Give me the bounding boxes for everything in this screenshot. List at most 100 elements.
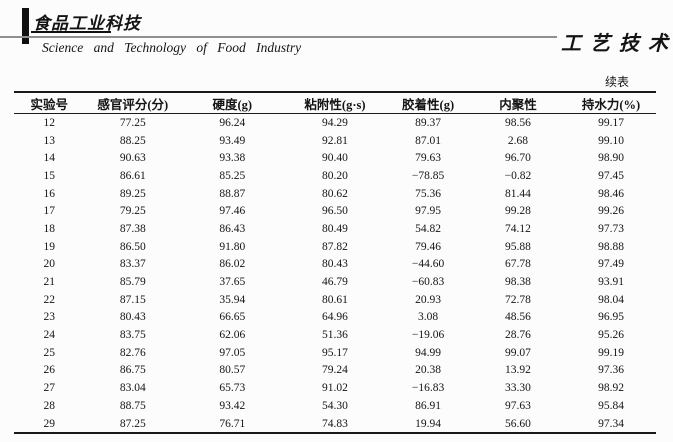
cell-adhesiveness: 74.83 xyxy=(322,417,348,430)
cell-experiment-no: 24 xyxy=(43,329,56,342)
table-row: 21 85.79 37.65 46.79 −60.83 98.38 93.91 xyxy=(14,273,656,291)
cell-adhesiveness: 80.62 xyxy=(322,187,348,200)
col-header-experiment-no: 实验号 xyxy=(14,92,85,114)
cell-experiment-no: 25 xyxy=(43,346,56,359)
col-header-sensory-score: 感官评分(分) xyxy=(84,92,181,114)
cell-cohesiveness: 56.60 xyxy=(505,417,531,430)
cell-gumminess: 97.95 xyxy=(415,205,441,218)
table-row: 20 83.37 86.02 80.43 −44.60 67.78 97.49 xyxy=(14,256,656,274)
table-row: 15 86.61 85.25 80.20 −78.85 −0.82 97.45 xyxy=(14,167,656,185)
table-header-row: 实验号 感官评分(分) 硬度(g) 粘附性(g·s) 胶着性(g) 内聚性 持水… xyxy=(14,92,656,114)
cell-hardness: 76.71 xyxy=(219,417,246,430)
cell-experiment-no: 13 xyxy=(43,134,56,147)
col-header-adhesiveness: 粘附性(g·s) xyxy=(283,92,387,114)
cell-hardness: 93.42 xyxy=(219,399,246,412)
cell-adhesiveness: 80.43 xyxy=(322,258,348,271)
cell-water-holding: 97.34 xyxy=(598,417,624,430)
cell-experiment-no: 21 xyxy=(43,276,56,289)
cell-cohesiveness: 33.30 xyxy=(505,382,531,395)
cell-cohesiveness: 48.56 xyxy=(505,311,531,324)
table-row: 16 89.25 88.87 80.62 75.36 81.44 98.46 xyxy=(14,185,656,203)
cell-adhesiveness: 92.81 xyxy=(322,134,348,147)
cell-gumminess: −44.60 xyxy=(411,258,445,271)
cell-hardness: 37.65 xyxy=(219,276,246,289)
cell-hardness: 86.02 xyxy=(219,258,246,271)
cell-hardness: 80.57 xyxy=(219,364,246,377)
cell-water-holding: 98.90 xyxy=(598,152,624,165)
cell-adhesiveness: 80.49 xyxy=(322,222,348,235)
cell-adhesiveness: 46.79 xyxy=(322,276,348,289)
cell-water-holding: 99.10 xyxy=(598,134,624,147)
cell-gumminess: 94.99 xyxy=(415,346,441,359)
cell-adhesiveness: 64.96 xyxy=(322,311,348,324)
cell-sensory-score: 90.63 xyxy=(119,152,146,165)
cell-cohesiveness: 74.12 xyxy=(505,222,531,235)
journal-logo-chinese: 食品工业科技 xyxy=(33,14,141,33)
masthead-rule xyxy=(0,36,557,38)
cell-cohesiveness: 72.78 xyxy=(505,293,531,306)
table-row: 24 83.75 62.06 51.36 −19.06 28.76 95.26 xyxy=(14,326,656,344)
cell-water-holding: 98.46 xyxy=(598,187,624,200)
cell-water-holding: 98.88 xyxy=(598,240,624,253)
col-header-hardness: 硬度(g) xyxy=(180,92,284,114)
cell-sensory-score: 77.25 xyxy=(119,116,146,129)
cell-hardness: 97.05 xyxy=(219,346,246,359)
cell-sensory-score: 87.38 xyxy=(119,222,146,235)
cell-cohesiveness: 97.63 xyxy=(505,399,531,412)
table-row: 28 88.75 93.42 54.30 86.91 97.63 95.84 xyxy=(14,397,656,415)
cell-water-holding: 96.95 xyxy=(598,311,624,324)
cell-experiment-no: 12 xyxy=(43,116,56,129)
cell-cohesiveness: 28.76 xyxy=(505,329,531,342)
cell-hardness: 96.24 xyxy=(219,116,246,129)
cell-hardness: 88.87 xyxy=(219,187,246,200)
journal-logo-bar xyxy=(22,8,29,44)
cell-hardness: 62.06 xyxy=(219,329,246,342)
cell-gumminess: −60.83 xyxy=(411,276,445,289)
cell-sensory-score: 79.25 xyxy=(119,205,146,218)
cell-water-holding: 99.19 xyxy=(598,346,624,359)
cell-water-holding: 93.91 xyxy=(598,276,624,289)
journal-logo-underline xyxy=(31,31,111,33)
cell-experiment-no: 20 xyxy=(43,258,56,271)
cell-experiment-no: 28 xyxy=(43,399,56,412)
table-row: 14 90.63 93.38 90.40 79.63 96.70 98.90 xyxy=(14,149,656,167)
cell-cohesiveness: 2.68 xyxy=(507,134,528,147)
cell-experiment-no: 19 xyxy=(43,240,56,253)
cell-experiment-no: 14 xyxy=(43,152,56,165)
cell-water-holding: 97.73 xyxy=(598,222,624,235)
cell-hardness: 35.94 xyxy=(219,293,246,306)
cell-cohesiveness: 98.56 xyxy=(505,116,531,129)
cell-adhesiveness: 90.40 xyxy=(322,152,348,165)
cell-experiment-no: 23 xyxy=(43,311,56,324)
cell-water-holding: 98.92 xyxy=(598,382,624,395)
cell-hardness: 97.46 xyxy=(219,205,246,218)
cell-adhesiveness: 79.24 xyxy=(322,364,348,377)
cell-cohesiveness: 99.28 xyxy=(505,205,531,218)
cell-hardness: 93.38 xyxy=(219,152,246,165)
cell-adhesiveness: 96.50 xyxy=(322,205,348,218)
table-row: 27 83.04 65.73 91.02 −16.83 33.30 98.92 xyxy=(14,379,656,397)
table-row: 13 88.25 93.49 92.81 87.01 2.68 99.10 xyxy=(14,132,656,150)
cell-sensory-score: 89.25 xyxy=(119,187,146,200)
cell-gumminess: 89.37 xyxy=(415,116,441,129)
cell-sensory-score: 86.50 xyxy=(119,240,146,253)
cell-hardness: 86.43 xyxy=(219,222,246,235)
cell-sensory-score: 88.75 xyxy=(119,399,146,412)
cell-gumminess: −16.83 xyxy=(411,382,445,395)
cell-sensory-score: 82.76 xyxy=(119,346,146,359)
cell-hardness: 91.80 xyxy=(219,240,246,253)
cell-water-holding: 98.04 xyxy=(598,293,624,306)
cell-experiment-no: 27 xyxy=(43,382,56,395)
cell-sensory-score: 83.37 xyxy=(119,258,146,271)
cell-cohesiveness: 81.44 xyxy=(505,187,531,200)
cell-cohesiveness: 67.78 xyxy=(505,258,531,271)
cell-experiment-no: 18 xyxy=(43,222,56,235)
cell-gumminess: 19.94 xyxy=(415,417,441,430)
cell-water-holding: 99.26 xyxy=(598,205,624,218)
cell-hardness: 65.73 xyxy=(219,382,246,395)
cell-sensory-score: 87.25 xyxy=(119,417,146,430)
cell-cohesiveness: 96.70 xyxy=(505,152,531,165)
cell-water-holding: 97.36 xyxy=(598,364,624,377)
cell-water-holding: 95.26 xyxy=(598,329,624,342)
cell-gumminess: 20.93 xyxy=(415,293,441,306)
